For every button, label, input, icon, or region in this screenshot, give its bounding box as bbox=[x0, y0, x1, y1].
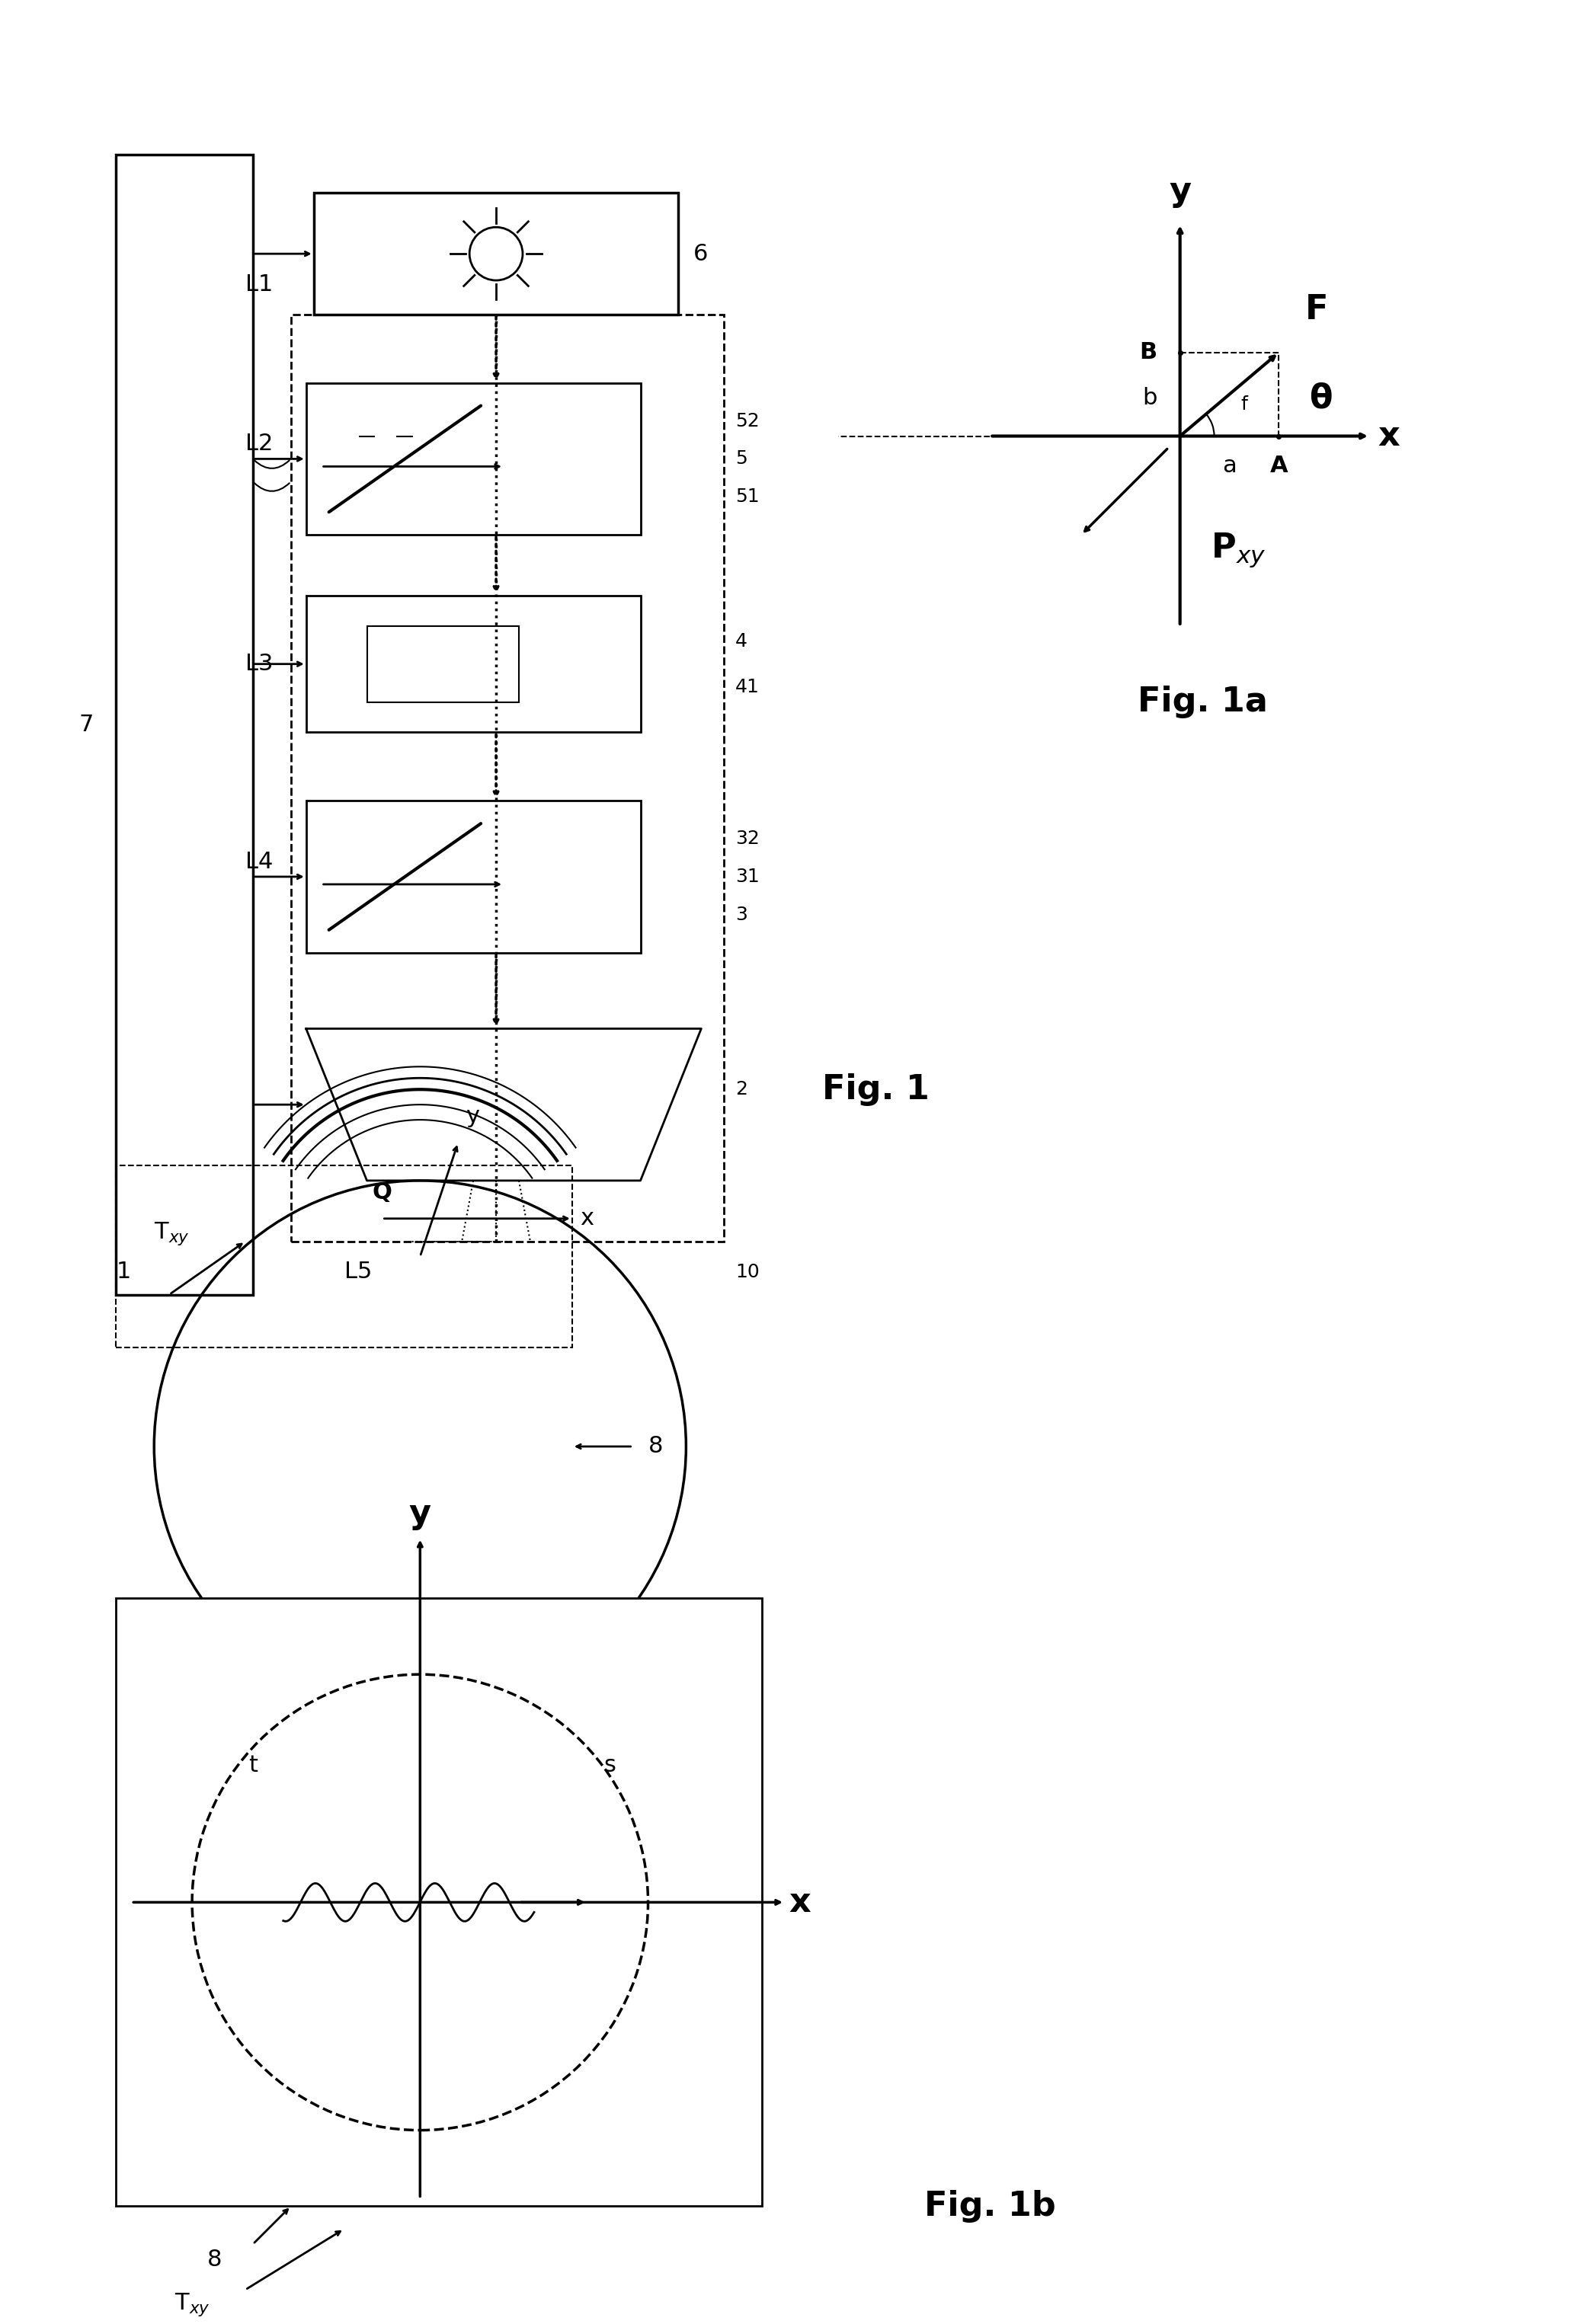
Text: T$_{xy}$: T$_{xy}$ bbox=[174, 2291, 210, 2319]
Text: 6: 6 bbox=[693, 242, 708, 265]
Text: P$_{xy}$: P$_{xy}$ bbox=[1210, 532, 1266, 569]
Bar bbox=[290, 314, 724, 1241]
Bar bbox=[116, 1164, 572, 1348]
Text: 1: 1 bbox=[116, 1260, 131, 1283]
Text: f: f bbox=[1240, 395, 1248, 414]
Text: L1: L1 bbox=[245, 274, 273, 295]
Text: 8: 8 bbox=[207, 2247, 222, 2271]
Text: x: x bbox=[789, 1885, 810, 1920]
Text: Fig. 1b: Fig. 1b bbox=[925, 2189, 1055, 2222]
Bar bbox=[116, 1599, 762, 2205]
Text: x: x bbox=[580, 1208, 593, 1229]
Text: L5: L5 bbox=[344, 1260, 371, 1283]
Text: L4: L4 bbox=[245, 851, 273, 872]
Text: Fig. 1: Fig. 1 bbox=[823, 1074, 929, 1106]
Text: θ: θ bbox=[1309, 381, 1333, 414]
Text: y: y bbox=[465, 1106, 480, 1127]
Text: 2: 2 bbox=[735, 1081, 748, 1099]
Text: A: A bbox=[1270, 456, 1288, 476]
Text: x: x bbox=[1377, 421, 1400, 453]
Text: 52: 52 bbox=[735, 411, 760, 430]
Text: 51: 51 bbox=[735, 488, 760, 507]
Text: T$_{xy}$: T$_{xy}$ bbox=[155, 1220, 190, 1248]
Text: 3: 3 bbox=[735, 906, 748, 925]
Text: L3: L3 bbox=[245, 653, 273, 674]
Text: b: b bbox=[1143, 388, 1157, 409]
Text: s: s bbox=[604, 1755, 617, 1776]
Text: 31: 31 bbox=[735, 867, 760, 885]
Bar bbox=[314, 193, 679, 314]
Bar bbox=[116, 156, 253, 1294]
Text: 8: 8 bbox=[649, 1436, 663, 1457]
Text: y: y bbox=[1168, 174, 1191, 209]
Text: a: a bbox=[1223, 456, 1237, 476]
Bar bbox=[367, 625, 520, 702]
Text: F: F bbox=[1305, 293, 1328, 325]
Text: B: B bbox=[1140, 342, 1157, 363]
Bar bbox=[306, 802, 641, 953]
Bar bbox=[306, 383, 641, 535]
Text: t: t bbox=[249, 1755, 258, 1776]
Text: 5: 5 bbox=[735, 451, 748, 467]
Bar bbox=[306, 595, 641, 732]
Text: 32: 32 bbox=[735, 830, 760, 848]
Text: Fig. 1a: Fig. 1a bbox=[1138, 686, 1267, 718]
Text: L2: L2 bbox=[245, 432, 273, 456]
Text: 4: 4 bbox=[735, 632, 748, 651]
Text: y: y bbox=[410, 1497, 430, 1529]
Text: Q: Q bbox=[373, 1181, 392, 1204]
Text: 41: 41 bbox=[735, 679, 760, 695]
Text: 10: 10 bbox=[735, 1262, 760, 1281]
Text: 7: 7 bbox=[78, 713, 94, 737]
